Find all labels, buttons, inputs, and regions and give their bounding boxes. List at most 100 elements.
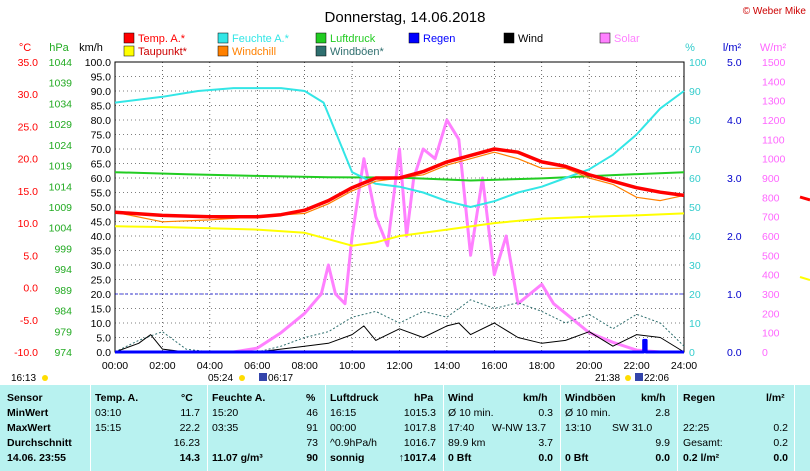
press-tick-label: 1004: [49, 223, 73, 235]
table-row: Durchschnitt 16.23 73 ^0.9hPa/h 1016.7 89.9 k…: [0, 436, 810, 451]
hum-tick-label: 70: [689, 144, 701, 156]
legend: Temp. A.* Feuchte A.* Luftdruck Regen Wind So…: [123, 32, 640, 58]
legend-label: Wind: [518, 33, 543, 45]
legend-label: Temp. A.*: [138, 33, 186, 45]
hum-tick-label: 90: [689, 86, 701, 98]
table-cell: 90: [306, 452, 318, 464]
press-tick-label: 1034: [49, 98, 73, 110]
time-tick-label: 02:00: [149, 360, 175, 372]
hum-tick-label: 0: [689, 347, 695, 359]
hum-tick-label: 100: [689, 57, 707, 69]
stats-table: Sensor Temp. A. °C Feuchte A. % Luftdruc…: [0, 385, 810, 471]
temp-tick-label: 30.0: [18, 89, 39, 101]
table-cell: W-NW 13.7: [492, 422, 547, 434]
table-cell: 16:15: [330, 407, 357, 419]
press-tick-label: 994: [54, 264, 72, 276]
table-cell: 14.3: [179, 452, 200, 464]
table-cell: 11.7: [180, 407, 200, 419]
solar-tick-label: 800: [762, 192, 780, 204]
press-tick-label: 1044: [49, 57, 73, 69]
temp-tick-label: 10.0: [18, 218, 39, 230]
time-tick-label: 00:00: [102, 360, 128, 372]
wind-tick-label: 100.0: [85, 57, 111, 69]
hdr-wind-unit: km/h: [523, 392, 548, 404]
table-cell: Ø 10 min.: [448, 407, 494, 419]
chart-title: Donnerstag, 14.06.2018: [325, 9, 486, 26]
solar-tick-label: 1000: [762, 154, 786, 166]
table-cell: ↑1017.4: [398, 452, 436, 464]
table-header: Sensor Temp. A. °C Feuchte A. % Luftdruc…: [0, 391, 810, 406]
wind-tick-label: 0.0: [96, 347, 111, 359]
time-tick-label: 16:00: [481, 360, 507, 372]
temp-tick-label: -5.0: [20, 315, 38, 327]
hum-tick-label: 10: [689, 318, 701, 330]
table-cell: sonnig: [330, 452, 365, 464]
rain-tick-label: 0.0: [727, 347, 742, 359]
table-cell: 0.2 l/m²: [683, 452, 720, 464]
table-cell: 0.0: [655, 452, 670, 464]
solar-tick-label: 1300: [762, 96, 786, 108]
edge-graph: [800, 62, 810, 352]
wind-tick-label: 95.0: [91, 72, 112, 84]
rain-unit: l/m²: [723, 42, 742, 54]
wind-tick-label: 15.0: [91, 304, 112, 316]
hdr-press: Luftdruck: [330, 392, 379, 404]
temp-tick-label: 15.0: [18, 186, 39, 198]
solar-tick-label: 600: [762, 231, 780, 243]
col-sep: [90, 385, 91, 471]
press-tick-label: 1029: [49, 119, 73, 131]
solar-tick-label: 400: [762, 270, 780, 282]
table-row: MaxWert 15:15 22.2 03:35 91 00:00 1017.8 17:40 W…: [0, 421, 810, 436]
legend-swatch: [123, 45, 135, 57]
solar-tick-label: 1200: [762, 115, 786, 127]
solar-tick-label: 100: [762, 328, 780, 340]
wind-tick-label: 60.0: [91, 173, 112, 185]
legend-swatch: [217, 32, 229, 44]
table-cell: 14.06. 23:55: [7, 452, 66, 464]
wind-tick-label: 70.0: [91, 144, 112, 156]
legend-label: Luftdruck: [330, 33, 376, 45]
table-cell: 1015.3: [403, 407, 436, 419]
solar-tick-label: 200: [762, 308, 780, 320]
hdr-hum-unit: %: [306, 392, 316, 404]
table-cell: 1017.8: [403, 422, 436, 434]
weather-chart: Donnerstag, 14.06.2018 © Weber Mike Temp…: [11, 6, 810, 384]
table-cell: 91: [306, 422, 318, 434]
legend-swatch: [315, 32, 327, 44]
table-cell: 00:00: [330, 422, 357, 434]
hdr-rain-unit: l/m²: [766, 392, 785, 404]
temp-tick-label: 35.0: [18, 57, 39, 69]
edge-temp-line: [799, 195, 810, 202]
edge-dew-line: [799, 276, 810, 281]
wind-tick-label: 90.0: [91, 86, 112, 98]
press-tick-label: 979: [54, 326, 72, 338]
legend-label: Feuchte A.*: [232, 33, 290, 45]
press-tick-label: 999: [54, 243, 72, 255]
solar-unit: W/m²: [760, 42, 787, 54]
wind-tick-label: 80.0: [91, 115, 112, 127]
legend-swatch: [408, 32, 420, 44]
rain-tick-label: 4.0: [727, 115, 742, 127]
moonrise-icon: [259, 373, 267, 381]
sunrise-icon: [239, 375, 245, 381]
legend-swatch: [503, 32, 515, 44]
solar-tick-label: 1500: [762, 57, 786, 69]
wind-tick-label: 25.0: [91, 275, 112, 287]
sunrise-time: 05:24: [208, 373, 233, 384]
legend-swatch: [217, 45, 229, 57]
solar-tick-label: 0: [762, 347, 768, 359]
table-cell: 2.8: [655, 407, 670, 419]
hum-tick-label: 80: [689, 115, 701, 127]
time-tick-label: 06:00: [244, 360, 270, 372]
series-line: [115, 338, 684, 354]
series-line: [115, 118, 684, 354]
series-line: [114, 147, 685, 219]
table-cell: 9.9: [655, 437, 670, 449]
wind-tick-label: 30.0: [91, 260, 112, 272]
hdr-hum: Feuchte A.: [212, 392, 266, 404]
moonrise-time: 06:17: [268, 373, 293, 384]
solar-tick-label: 1400: [762, 76, 786, 88]
table-cell: Gesamt:: [683, 437, 723, 449]
hdr-wind: Wind: [448, 392, 474, 404]
wind-tick-label: 35.0: [91, 246, 112, 258]
